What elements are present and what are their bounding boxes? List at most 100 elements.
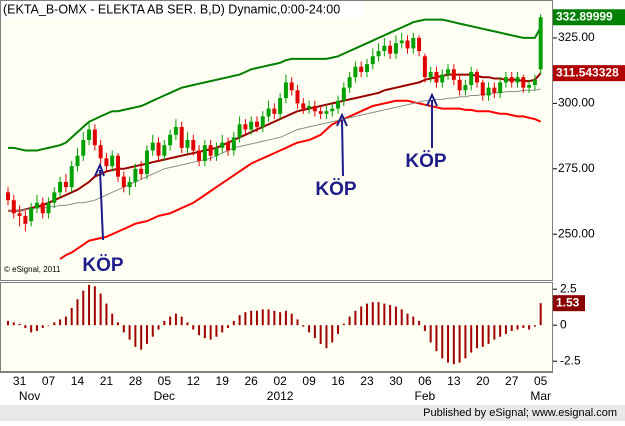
histogram-bar bbox=[533, 325, 536, 327]
candle-body bbox=[63, 181, 68, 188]
histogram-bar bbox=[232, 320, 235, 326]
histogram-bar bbox=[64, 316, 67, 326]
x-tick-label: 27 bbox=[505, 374, 519, 388]
x-tick-label: 05 bbox=[158, 374, 172, 388]
candle-body bbox=[289, 82, 294, 91]
histogram-bar bbox=[290, 313, 293, 326]
candle-body bbox=[127, 181, 132, 188]
histogram-bar bbox=[475, 325, 478, 349]
candle-body bbox=[17, 213, 22, 216]
candle-body bbox=[46, 202, 51, 214]
histogram-bar bbox=[70, 307, 73, 326]
histogram-bar bbox=[319, 325, 322, 344]
line-series bbox=[59, 99, 542, 260]
x-sublabel: Nov bbox=[19, 389, 40, 403]
candle-body bbox=[116, 155, 121, 177]
candle-body bbox=[81, 140, 86, 156]
candle-body bbox=[110, 155, 115, 167]
candle-body bbox=[87, 129, 92, 140]
histogram-bar bbox=[134, 325, 137, 347]
histogram-bar bbox=[539, 303, 542, 326]
chart-title: (EKTA_B-OMX - ELEKTA AB SER. B,D) Dynami… bbox=[3, 2, 340, 16]
x-tick-label: 14 bbox=[71, 374, 85, 388]
candle-body bbox=[480, 82, 485, 96]
candle-body bbox=[173, 126, 178, 135]
candle-body bbox=[440, 74, 445, 83]
candle-body bbox=[133, 168, 138, 182]
histogram-bar bbox=[371, 302, 374, 326]
candle-body bbox=[509, 77, 514, 83]
x-tick-label: 16 bbox=[331, 374, 345, 388]
histogram-bar bbox=[493, 325, 496, 340]
x-tick-label: 28 bbox=[129, 374, 143, 388]
x-tick-label: 30 bbox=[389, 374, 403, 388]
y-tick-label: -2.5 bbox=[560, 353, 581, 367]
histogram-bar bbox=[452, 325, 455, 365]
histogram-bar bbox=[383, 303, 386, 326]
histogram-bar bbox=[140, 325, 143, 350]
candle-body bbox=[446, 69, 451, 75]
annotation: KÖP bbox=[405, 151, 447, 172]
histogram-bar bbox=[412, 316, 415, 326]
histogram-bar bbox=[342, 323, 345, 326]
candle-body bbox=[121, 176, 126, 188]
histogram-bar bbox=[157, 325, 160, 330]
histogram-bar bbox=[429, 325, 432, 343]
histogram-bar bbox=[151, 325, 154, 337]
histogram-bar bbox=[169, 316, 172, 326]
histogram-bar bbox=[435, 325, 438, 352]
line-series bbox=[8, 18, 542, 152]
y-tick-label: 250.00 bbox=[558, 226, 595, 240]
x-tick-label: 09 bbox=[302, 374, 316, 388]
histogram-bar bbox=[128, 325, 131, 340]
histogram-bar bbox=[458, 325, 461, 363]
histogram-bar bbox=[122, 325, 125, 333]
histogram-bar bbox=[93, 286, 96, 326]
candle-body bbox=[69, 166, 74, 188]
histogram-bar bbox=[464, 325, 467, 359]
candle-body bbox=[11, 200, 16, 214]
candle-body bbox=[370, 56, 375, 65]
candle-body bbox=[463, 85, 468, 91]
x-tick-label: 23 bbox=[360, 374, 374, 388]
candle-body bbox=[40, 202, 45, 214]
candle-body bbox=[254, 121, 259, 127]
y-tick-label: 275.00 bbox=[558, 161, 595, 175]
histogram-bar bbox=[41, 325, 44, 329]
histogram-bar bbox=[528, 325, 531, 330]
footer-bar bbox=[0, 405, 625, 421]
candle-body bbox=[226, 142, 231, 151]
candle-body bbox=[58, 181, 63, 193]
histogram-bar bbox=[470, 325, 473, 353]
title-bg bbox=[1, 1, 365, 18]
histogram-bar bbox=[145, 325, 148, 344]
histogram-bar bbox=[53, 322, 56, 326]
histogram-bar bbox=[227, 325, 230, 329]
candle-body bbox=[341, 87, 346, 101]
candle-body bbox=[376, 51, 381, 57]
x-tick-label: 02 bbox=[273, 374, 287, 388]
histogram-bar bbox=[365, 303, 368, 326]
value-badge-label: 332.89999 bbox=[556, 9, 613, 23]
histogram-bar bbox=[88, 284, 91, 326]
value-badge bbox=[553, 9, 625, 26]
candle-body bbox=[318, 111, 323, 114]
candle-body bbox=[202, 145, 207, 161]
histogram-bar bbox=[267, 309, 270, 326]
histogram-bar bbox=[360, 306, 363, 326]
candle-body bbox=[104, 158, 109, 167]
histogram-bar bbox=[296, 319, 299, 326]
annotation: KÖP bbox=[315, 179, 357, 200]
candle-body bbox=[191, 140, 196, 151]
copyright: © eSignal, 2011 bbox=[4, 265, 61, 274]
histogram-bar bbox=[273, 310, 276, 326]
candle-body bbox=[197, 150, 202, 161]
histogram-bar bbox=[198, 325, 201, 336]
histogram-bar bbox=[348, 316, 351, 326]
candle-body bbox=[23, 215, 28, 224]
histogram-bar bbox=[487, 325, 490, 344]
candle-body bbox=[388, 45, 393, 54]
histogram-bar bbox=[47, 325, 50, 326]
candle-body bbox=[411, 37, 416, 49]
candle-body bbox=[399, 40, 404, 44]
